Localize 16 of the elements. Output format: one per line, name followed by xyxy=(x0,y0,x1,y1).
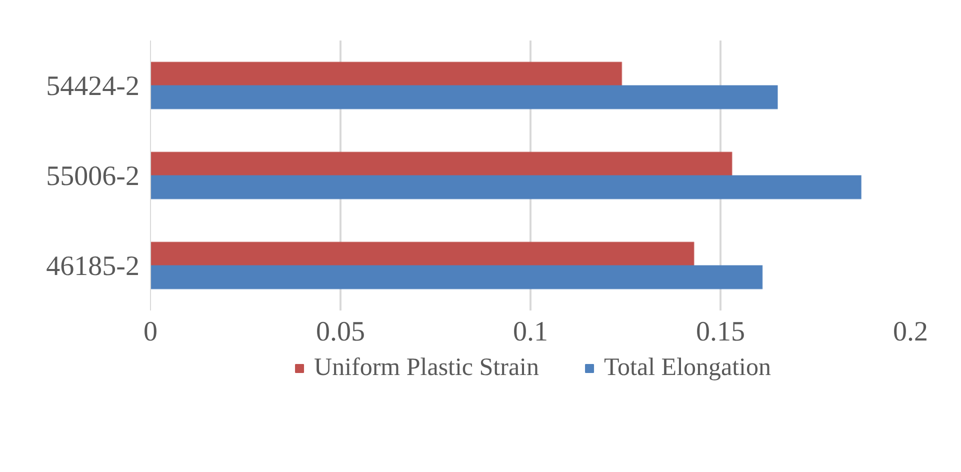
bar xyxy=(150,265,763,290)
bar xyxy=(150,152,732,176)
y-tick-label: 55006-2 xyxy=(46,161,140,192)
x-tick-label: 0.1 xyxy=(513,316,548,348)
y-tick-label: 54424-2 xyxy=(46,71,140,102)
bar xyxy=(150,175,862,200)
y-tick-label: 46185-2 xyxy=(46,251,140,282)
x-tick-label: 0 xyxy=(144,316,158,348)
bar xyxy=(150,85,778,110)
bar xyxy=(150,62,622,86)
legend-label: Total Elongation xyxy=(604,354,771,382)
x-tick-label: 0.2 xyxy=(893,316,928,348)
x-tick-label: 0.15 xyxy=(696,316,745,348)
legend-label: Uniform Plastic Strain xyxy=(314,354,540,382)
bar xyxy=(150,242,694,266)
x-tick-label: 0.05 xyxy=(316,316,365,348)
